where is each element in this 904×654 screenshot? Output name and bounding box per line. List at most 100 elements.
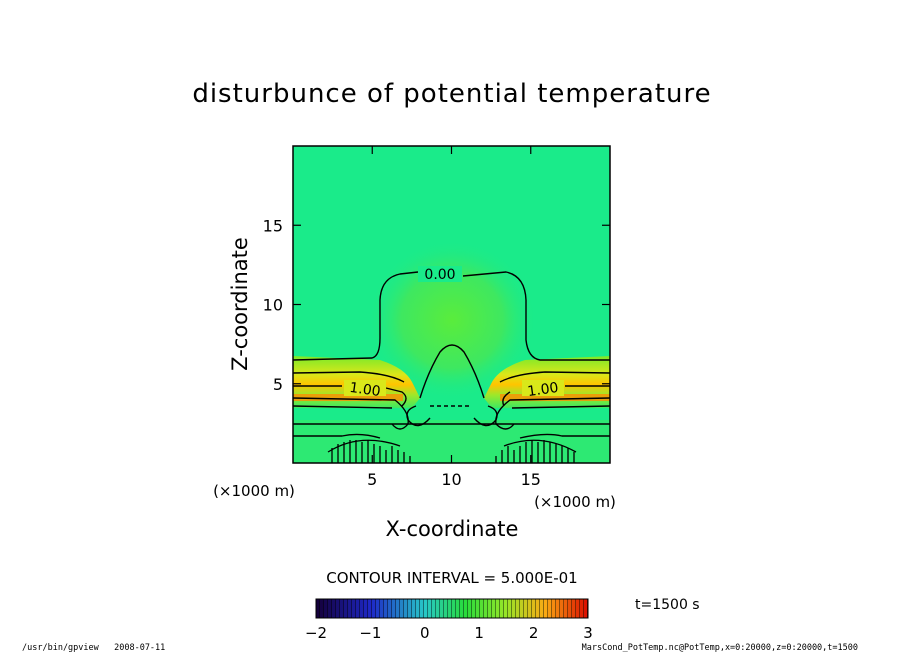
colorbar-cell <box>324 599 328 618</box>
x-axis-unit: (×1000 m) <box>534 493 616 511</box>
colorbar-cell <box>548 599 552 618</box>
colorbar-cell <box>508 599 512 618</box>
colorbar-cell <box>392 599 396 618</box>
colorbar-cell <box>468 599 472 618</box>
colorbar-cell <box>504 599 508 618</box>
colorbar-cell <box>484 599 488 618</box>
colorbar-cell <box>356 599 360 618</box>
colorbar-cell <box>524 599 528 618</box>
y-tick-label: 15 <box>263 216 283 235</box>
footer-right: MarsCond_PotTemp.nc@PotTemp,x=0:20000,z=… <box>582 643 858 653</box>
colorbar-cell <box>496 599 500 618</box>
colorbar-cell <box>360 599 364 618</box>
contour-label-right: 1.00 <box>526 380 559 400</box>
contour-zero <box>293 271 610 361</box>
colorbar-cell <box>464 599 468 618</box>
colorbar-cell <box>368 599 372 618</box>
colorbar-cell <box>396 599 400 618</box>
plume-glow <box>367 240 537 400</box>
colorbar-cell <box>352 599 356 618</box>
contours <box>293 271 610 439</box>
footer-left: /usr/bin/gpview 2008-07-11 <box>22 643 165 653</box>
colorbar-cell <box>420 599 424 618</box>
orange-band <box>293 394 403 401</box>
colorbar-cell <box>480 599 484 618</box>
colorbar-cell <box>432 599 436 618</box>
colorbar-tick-label: 1 <box>474 624 484 642</box>
colorbar-cell <box>388 599 392 618</box>
contour-right-d <box>511 405 610 409</box>
contour-loop-left <box>406 405 431 427</box>
colorbar-cell <box>576 599 580 618</box>
colorbar-cell <box>536 599 540 618</box>
colorbar-cell <box>568 599 572 618</box>
orange-band-right <box>500 394 610 401</box>
colorbar-cell <box>428 599 432 618</box>
contour-left-d <box>293 405 393 409</box>
colorbar-cell <box>564 599 568 618</box>
chart-title: disturbunce of potential temperature <box>192 79 711 109</box>
contour-label-left: 1.00 <box>348 380 381 400</box>
colorbar-tick-label: −2 <box>305 624 327 642</box>
colorbar-cell <box>408 599 412 618</box>
x-tick-label: 15 <box>521 470 541 489</box>
colorbar-cell <box>444 599 448 618</box>
colorbar-tick-label: 3 <box>583 624 593 642</box>
colorbar-cell <box>372 599 376 618</box>
colorbar-cell <box>344 599 348 618</box>
colorbar-cell <box>348 599 352 618</box>
colorbar-cell <box>316 599 320 618</box>
colorbar-cell <box>384 599 388 618</box>
colorbar-cell <box>528 599 532 618</box>
colorbar-cell <box>488 599 492 618</box>
colorbar-cell <box>552 599 556 618</box>
colorbar-cell <box>492 599 496 618</box>
colorbar-cell <box>332 599 336 618</box>
colorbar-cell <box>476 599 480 618</box>
plot-area: 0.00 1.00 1.00 <box>293 146 610 463</box>
colorbar-cell <box>532 599 536 618</box>
colorbar-cell <box>412 599 416 618</box>
colorbar-cell <box>456 599 460 618</box>
z-axis-unit: (×1000 m) <box>213 482 295 500</box>
colorbar <box>316 599 588 618</box>
colorbar-tick-label: −1 <box>359 624 381 642</box>
colorbar-cell <box>460 599 464 618</box>
x-tick-label: 5 <box>367 470 377 489</box>
colorbar-cell <box>452 599 456 618</box>
colorbar-ticks: −2 −1 0 1 2 3 <box>305 624 593 642</box>
colorbar-cell <box>520 599 524 618</box>
colorbar-cell <box>540 599 544 618</box>
colorbar-frame <box>315 598 589 619</box>
contour-interval: CONTOUR INTERVAL = 5.000E-01 <box>326 569 577 587</box>
colorbar-cell <box>336 599 340 618</box>
colorbar-cell <box>376 599 380 618</box>
colorbar-cell <box>416 599 420 618</box>
colorbar-cell <box>584 599 588 618</box>
contour-left-a <box>293 371 405 383</box>
colorbar-cell <box>400 599 404 618</box>
colorbar-cell <box>500 599 504 618</box>
y-tick-label: 5 <box>273 375 283 394</box>
colorbar-tick-label: 2 <box>529 624 539 642</box>
x-tick-label: 10 <box>441 470 461 489</box>
colorbar-cell <box>380 599 384 618</box>
colorbar-cell <box>580 599 584 618</box>
contour-right-a <box>499 371 610 383</box>
colorbar-cell <box>560 599 564 618</box>
colorbar-cell <box>440 599 444 618</box>
colorbar-cell <box>544 599 548 618</box>
x-axis-label: X-coordinate <box>386 517 519 541</box>
colorbar-cell <box>572 599 576 618</box>
colorbar-cell <box>424 599 428 618</box>
y-tick-label: 10 <box>263 296 283 315</box>
colorbar-cell <box>516 599 520 618</box>
contour-plume <box>419 344 485 399</box>
y-axis: 5 10 15 <box>263 216 610 394</box>
x-axis: 5 10 15 <box>367 146 541 489</box>
time-label: t=1500 s <box>635 597 700 613</box>
surface-noise-right <box>495 439 577 463</box>
colorbar-cell <box>364 599 368 618</box>
contour-loop-right <box>473 405 498 427</box>
colorbar-tick-label: 0 <box>420 624 430 642</box>
